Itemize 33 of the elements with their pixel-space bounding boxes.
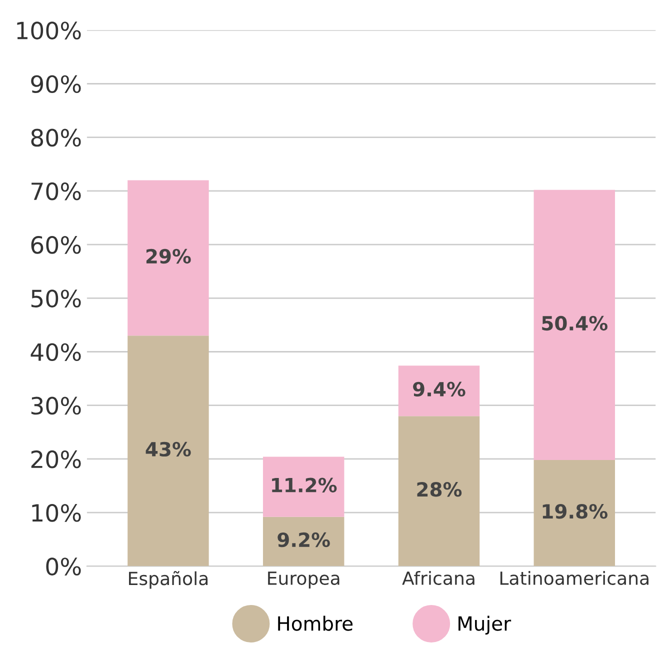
legend-label: Mujer — [458, 616, 512, 635]
bar — [262, 516, 344, 566]
bar — [534, 460, 615, 566]
bar — [128, 180, 209, 336]
x-tick-label: Española — [129, 571, 208, 589]
y-tick-label: 20% — [31, 450, 81, 468]
y-tick-label: 80% — [31, 128, 81, 147]
y-tick-label: 10% — [32, 504, 81, 522]
bar — [128, 336, 209, 566]
y-tick-label: 0% — [46, 558, 81, 576]
data-label: 9.2% — [278, 532, 330, 548]
x-tick-label: Europea — [268, 572, 340, 588]
bar — [398, 366, 480, 416]
y-tick-label: 100% — [17, 22, 81, 40]
x-tick-label: Africana — [402, 571, 474, 585]
y-tick-label: 90% — [31, 75, 81, 94]
x-tick-label: Latinoamericana — [500, 571, 648, 585]
y-tick-label: 50% — [31, 290, 81, 308]
bar — [534, 190, 615, 460]
bar — [398, 416, 480, 566]
data-label: 28% — [417, 482, 462, 497]
data-label: 50.4% — [542, 316, 608, 331]
data-label: 19.8% — [542, 504, 608, 519]
legend-label: Hombre — [278, 616, 353, 631]
y-tick-label: 30% — [31, 396, 81, 415]
y-tick-label: 40% — [30, 343, 81, 362]
bar — [262, 456, 344, 517]
data-label: 29% — [146, 248, 191, 264]
data-label: 9.4% — [413, 382, 466, 397]
data-label: 11.2% — [272, 478, 337, 492]
data-label: 43% — [146, 442, 191, 457]
y-tick-label: 70% — [32, 182, 81, 200]
y-tick-label: 60% — [31, 236, 81, 254]
